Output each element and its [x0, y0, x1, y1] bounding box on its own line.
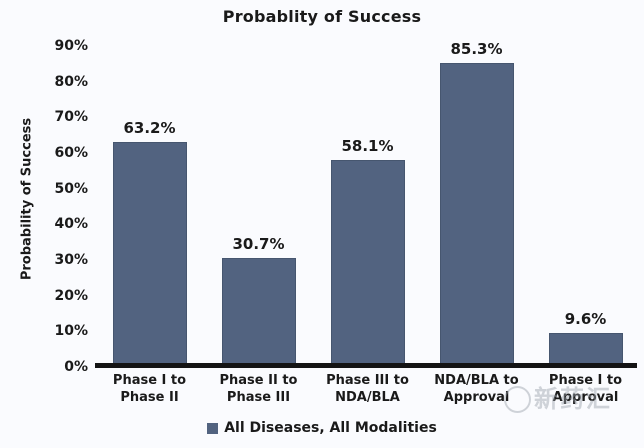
bar-value-label: 30.7%: [232, 234, 285, 253]
bar: [548, 332, 623, 367]
x-category-label: Phase III to NDA/BLA: [326, 373, 409, 405]
plot-area: 63.2% 30.7% 58.1% 85.3% 9.6%: [95, 30, 640, 367]
y-tick-label: 40%: [54, 216, 88, 233]
x-axis-line: [95, 363, 637, 368]
x-category-label: Phase I to Phase II: [112, 373, 187, 405]
chart-title: Probablity of Success: [222, 7, 422, 26]
y-tick-label: 80%: [54, 73, 88, 90]
y-axis-tick-labels: 0% 10% 20% 30% 40% 50% 60% 70% 80% 90%: [0, 30, 88, 375]
x-category-label: Phase I to Approval: [548, 373, 623, 405]
x-category-label: Phase II to Phase III: [219, 373, 298, 405]
x-axis-category-labels: Phase I to Phase II Phase II to Phase III…: [95, 373, 640, 411]
bar-value-label: 63.2%: [123, 118, 176, 137]
bar-value-label: 85.3%: [450, 39, 503, 58]
y-tick-label: 20%: [54, 287, 88, 304]
legend-marker-icon: [207, 422, 219, 434]
y-tick-label: 10%: [54, 323, 88, 340]
legend-label: All Diseases, All Modalities: [224, 420, 437, 436]
y-tick-label: 70%: [54, 109, 88, 126]
x-category-label: NDA/BLA to Approval: [434, 373, 519, 405]
bar: [112, 141, 187, 367]
bar: [439, 62, 514, 367]
y-tick-label: 50%: [54, 180, 88, 197]
bar-value-label: 58.1%: [341, 136, 394, 155]
y-tick-label: 30%: [54, 252, 88, 269]
y-tick-label: 60%: [54, 145, 88, 162]
bar: [330, 159, 405, 367]
y-tick-label: 0%: [64, 359, 88, 375]
bar: [221, 257, 296, 367]
y-tick-label: 90%: [54, 38, 88, 55]
bar-value-label: 9.6%: [564, 309, 607, 328]
legend: All Diseases, All Modalities: [0, 420, 644, 436]
